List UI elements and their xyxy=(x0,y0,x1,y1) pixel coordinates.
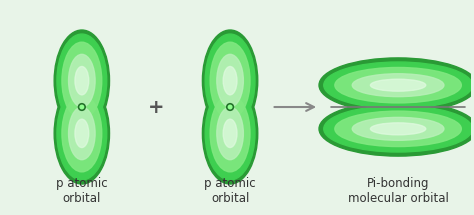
Text: p atomic
orbital: p atomic orbital xyxy=(56,177,108,205)
Circle shape xyxy=(78,104,85,111)
Ellipse shape xyxy=(205,34,255,127)
Text: p atomic
orbital: p atomic orbital xyxy=(204,177,256,205)
Ellipse shape xyxy=(352,74,444,97)
Ellipse shape xyxy=(54,30,109,131)
Ellipse shape xyxy=(324,62,473,108)
Text: Pi-bonding
molecular orbital: Pi-bonding molecular orbital xyxy=(347,177,448,205)
Ellipse shape xyxy=(223,119,237,147)
Ellipse shape xyxy=(370,123,426,135)
Ellipse shape xyxy=(370,79,426,91)
Ellipse shape xyxy=(69,54,95,107)
FancyArrowPatch shape xyxy=(274,103,314,111)
Ellipse shape xyxy=(217,54,243,107)
Ellipse shape xyxy=(335,111,461,147)
Ellipse shape xyxy=(324,106,473,152)
Ellipse shape xyxy=(210,95,250,172)
Ellipse shape xyxy=(57,87,107,180)
Ellipse shape xyxy=(319,101,474,156)
Ellipse shape xyxy=(75,119,89,147)
Ellipse shape xyxy=(69,107,95,160)
Ellipse shape xyxy=(62,95,102,172)
Ellipse shape xyxy=(217,107,243,160)
Circle shape xyxy=(80,105,83,109)
Ellipse shape xyxy=(335,68,461,103)
Ellipse shape xyxy=(223,66,237,95)
Ellipse shape xyxy=(57,34,107,127)
Text: +: + xyxy=(148,98,164,117)
Ellipse shape xyxy=(62,42,102,119)
Ellipse shape xyxy=(352,117,444,140)
Ellipse shape xyxy=(202,83,258,184)
Ellipse shape xyxy=(202,30,258,131)
Circle shape xyxy=(227,104,234,111)
Ellipse shape xyxy=(319,58,474,112)
Ellipse shape xyxy=(205,87,255,180)
Circle shape xyxy=(228,105,232,109)
Ellipse shape xyxy=(54,83,109,184)
Ellipse shape xyxy=(75,66,89,95)
Ellipse shape xyxy=(210,42,250,119)
